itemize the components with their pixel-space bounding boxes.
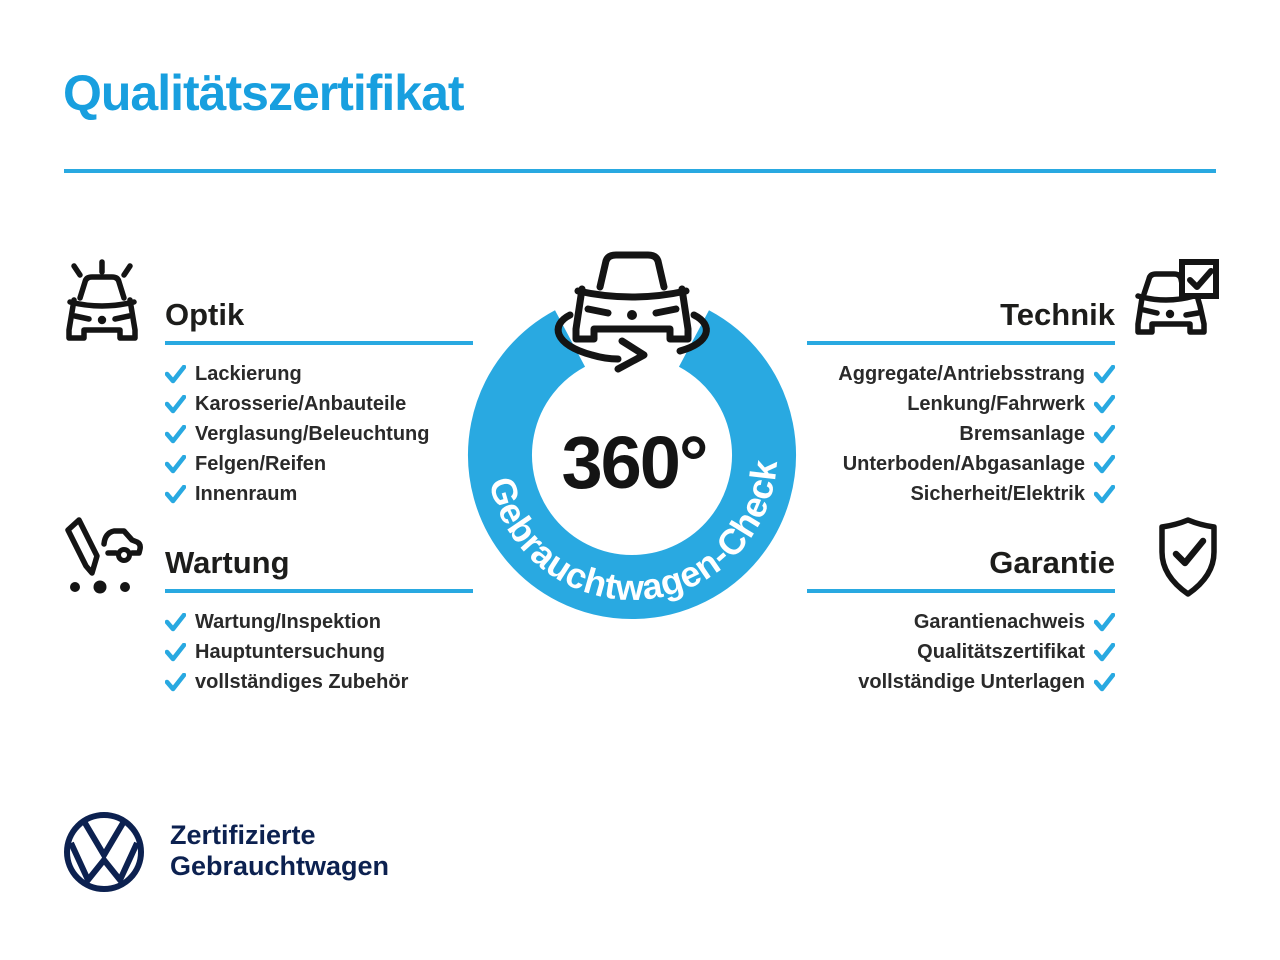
- list-item-label: Garantienachweis: [913, 610, 1085, 633]
- check-icon: [1094, 364, 1115, 383]
- title-divider-line: [64, 169, 1216, 173]
- pencil-car-checklist-icon: [65, 517, 143, 594]
- list-item: Qualitätszertifikat: [917, 637, 1115, 667]
- check-icon: [1094, 424, 1115, 443]
- brand-name: Zertifizierte Gebrauchtwagen: [170, 820, 389, 882]
- 360-check-badge: Gebrauchtwagen-Check 360°: [468, 251, 796, 619]
- check-icon: [165, 672, 186, 691]
- checklist-technik: Aggregate/Antriebsstrang Lenkung/Fahrwer…: [690, 359, 1115, 509]
- section-title-wartung: Wartung: [165, 545, 290, 580]
- list-item: Bremsanlage: [959, 419, 1115, 449]
- brand-line2: Gebrauchtwagen: [170, 851, 390, 881]
- check-icon: [1094, 484, 1115, 503]
- checklist-garantie: Garantienachweis Qualitätszertifikat vol…: [690, 607, 1115, 697]
- check-icon: [1094, 672, 1115, 691]
- list-item-label: Lackierung: [195, 362, 302, 385]
- list-item-label: Unterboden/Abgasanlage: [842, 452, 1085, 475]
- vw-logo: [64, 812, 144, 892]
- list-item: Unterboden/Abgasanlage: [843, 449, 1115, 479]
- check-icon: [165, 484, 186, 503]
- check-icon: [165, 612, 186, 631]
- check-icon: [1094, 642, 1115, 661]
- badge-ring: [468, 310, 796, 619]
- list-item: Garantienachweis: [914, 607, 1115, 637]
- section-divider-wartung: [165, 589, 473, 593]
- section-divider-technik: [807, 341, 1115, 345]
- list-item: Sicherheit/Elektrik: [910, 479, 1115, 509]
- list-item: Innenraum: [165, 479, 297, 509]
- car-rotation-360-icon: [554, 251, 710, 373]
- page-title: Qualitätszertifikat: [63, 65, 465, 121]
- check-icon: [165, 454, 186, 473]
- brand-line1: Zertifizierte: [170, 820, 316, 850]
- list-item-label: vollständiges Zubehör: [195, 670, 409, 693]
- check-icon: [1094, 454, 1115, 473]
- checklist-optik: Lackierung Karosserie/Anbauteile Verglas…: [165, 359, 505, 509]
- list-item: Hauptuntersuchung: [165, 637, 385, 667]
- list-item-label: Hauptuntersuchung: [195, 640, 385, 663]
- section-title-optik: Optik: [165, 297, 245, 332]
- shield-check-icon: [1159, 517, 1217, 597]
- list-item-label: Sicherheit/Elektrik: [910, 482, 1085, 505]
- list-item-label: Lenkung/Fahrwerk: [907, 392, 1085, 415]
- checklist-wartung: Wartung/Inspektion Hauptuntersuchung vol…: [165, 607, 505, 697]
- list-item: Verglasung/Beleuchtung: [165, 419, 429, 449]
- list-item: Lenkung/Fahrwerk: [907, 389, 1115, 419]
- list-item: Aggregate/Antriebsstrang: [838, 359, 1115, 389]
- car-checkbox-icon: [1135, 259, 1219, 335]
- list-item-label: Bremsanlage: [959, 422, 1085, 445]
- list-item-label: Karosserie/Anbauteile: [195, 392, 407, 415]
- list-item-label: vollständige Unterlagen: [858, 670, 1085, 693]
- list-item-label: Innenraum: [195, 482, 298, 505]
- list-item: Felgen/Reifen: [165, 449, 326, 479]
- section-title-garantie: Garantie: [989, 545, 1115, 580]
- check-icon: [1094, 394, 1115, 413]
- list-item-label: Felgen/Reifen: [195, 452, 327, 475]
- car-shine-icon: [66, 259, 138, 341]
- check-icon: [165, 642, 186, 661]
- check-icon: [1094, 612, 1115, 631]
- check-icon: [165, 364, 186, 383]
- list-item: Lackierung: [165, 359, 302, 389]
- list-item-label: Aggregate/Antriebsstrang: [838, 362, 1085, 385]
- section-divider-optik: [165, 341, 473, 345]
- check-icon: [165, 394, 186, 413]
- section-title-technik: Technik: [1000, 297, 1115, 332]
- list-item-label: Qualitätszertifikat: [917, 640, 1085, 663]
- check-icon: [165, 424, 186, 443]
- badge-value: 360°: [561, 421, 706, 504]
- list-item-label: Wartung/Inspektion: [195, 610, 381, 633]
- list-item: Karosserie/Anbauteile: [165, 389, 406, 419]
- section-divider-garantie: [807, 589, 1115, 593]
- list-item: Wartung/Inspektion: [165, 607, 381, 637]
- list-item-label: Verglasung/Beleuchtung: [195, 422, 430, 445]
- list-item: vollständiges Zubehör: [165, 667, 408, 697]
- list-item: vollständige Unterlagen: [858, 667, 1115, 697]
